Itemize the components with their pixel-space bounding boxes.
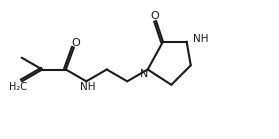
- Text: NH: NH: [193, 34, 208, 44]
- Text: N: N: [140, 69, 148, 79]
- Text: NH: NH: [80, 82, 95, 92]
- Text: O: O: [150, 11, 159, 21]
- Text: O: O: [71, 38, 80, 48]
- Text: H₂C: H₂C: [9, 82, 27, 92]
